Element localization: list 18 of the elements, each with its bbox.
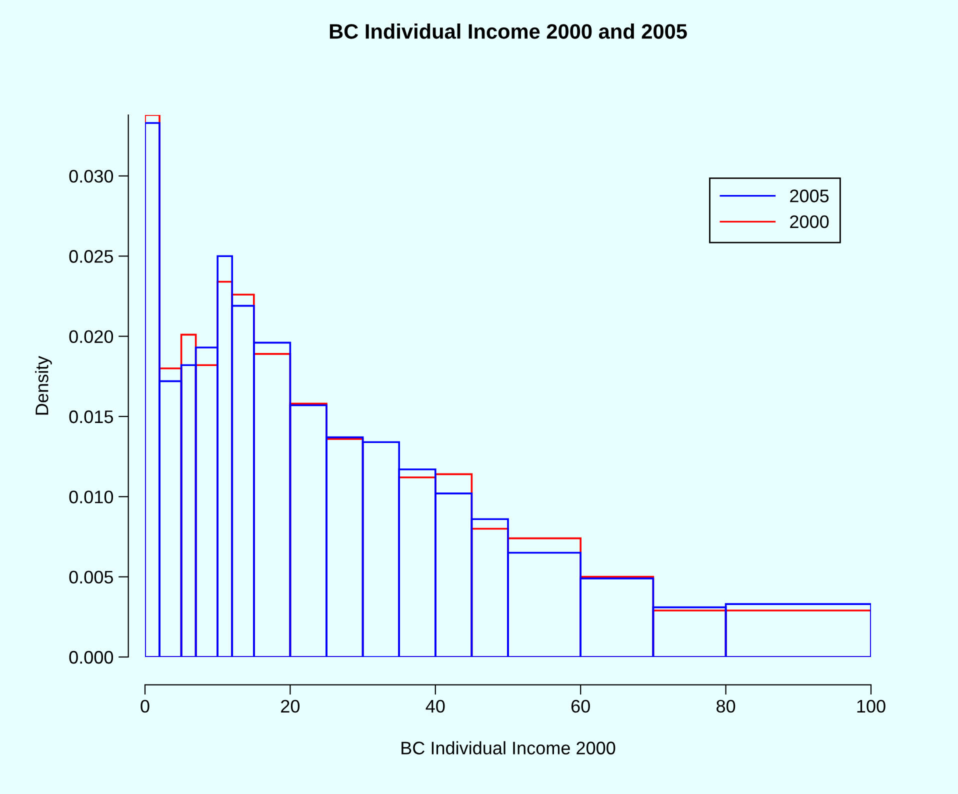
y-tick-label: 0.010 (69, 490, 114, 504)
x-tick-label: 20 (281, 700, 300, 713)
y-tick-label: 0.000 (69, 650, 114, 664)
legend-label: 2000 (790, 215, 829, 228)
x-tick-label: 80 (716, 700, 736, 713)
legend-label: 2005 (790, 190, 829, 202)
y-tick-label: 0.015 (69, 410, 113, 424)
y-tick-label: 0.020 (69, 330, 114, 344)
x-tick-label: 100 (857, 700, 886, 713)
y-tick-label: 0.005 (69, 570, 113, 584)
x-tick-label: 0 (140, 700, 150, 713)
y-axis-title: Density (35, 356, 52, 415)
y-tick-label: 0.030 (69, 170, 114, 183)
x-tick-label: 60 (571, 700, 590, 713)
x-axis-title: BC Individual Income 2000 (402, 741, 616, 754)
y-tick-label: 0.025 (69, 250, 113, 263)
x-tick-label: 40 (426, 700, 445, 713)
chart-title: BC Individual Income 2000 and 2005 (330, 24, 687, 39)
